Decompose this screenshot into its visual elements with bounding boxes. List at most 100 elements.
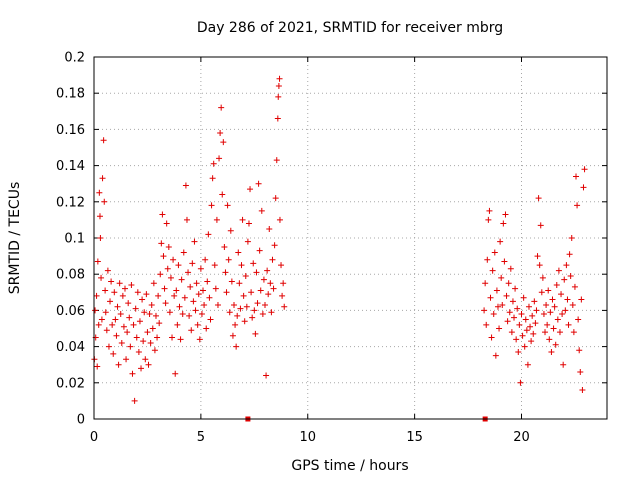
data-point — [221, 244, 228, 251]
data-point — [496, 325, 503, 332]
data-point — [231, 301, 238, 308]
data-point — [254, 300, 261, 307]
data-point — [234, 312, 241, 319]
data-point — [209, 175, 216, 182]
data-point — [244, 238, 251, 245]
y-tick-label: 0.04 — [56, 340, 85, 355]
data-point — [581, 166, 588, 173]
data-point — [163, 220, 170, 227]
data-point — [173, 287, 180, 294]
data-point — [117, 311, 124, 318]
data-point — [267, 280, 274, 287]
data-point — [236, 280, 243, 287]
data-point — [193, 280, 200, 287]
y-tick-label: 0.14 — [56, 159, 85, 174]
data-point — [94, 363, 101, 370]
data-point — [271, 242, 278, 249]
data-point — [484, 256, 491, 263]
data-point — [105, 343, 112, 350]
data-point — [263, 372, 270, 379]
plot-frame — [93, 56, 608, 420]
data-point — [101, 198, 108, 205]
data-point — [270, 285, 277, 292]
data-point — [489, 267, 496, 274]
data-point — [223, 289, 230, 296]
data-point — [159, 211, 166, 218]
data-point — [220, 139, 227, 146]
data-point — [181, 294, 188, 301]
data-point — [502, 211, 509, 218]
data-point — [113, 332, 120, 339]
data-point — [248, 289, 255, 296]
data-point — [504, 318, 511, 325]
data-point — [488, 334, 495, 341]
data-point — [178, 276, 185, 283]
data-point — [536, 262, 543, 269]
y-tick-label: 0.12 — [56, 195, 85, 210]
data-point — [176, 303, 183, 310]
data-point — [217, 130, 224, 137]
data-point — [558, 291, 565, 298]
data-point — [93, 292, 100, 299]
data-point — [268, 309, 275, 316]
data-point — [149, 325, 156, 332]
data-point — [524, 361, 531, 368]
data-point — [156, 320, 163, 327]
data-point — [130, 321, 137, 328]
x-axis-title: GPS time / hours — [291, 458, 408, 474]
data-point — [158, 240, 165, 247]
data-point — [537, 222, 544, 229]
data-point — [227, 227, 234, 234]
data-point — [521, 343, 528, 350]
data-point — [530, 330, 537, 337]
data-point — [216, 155, 223, 162]
data-point — [549, 296, 556, 303]
data-point — [579, 387, 586, 394]
data-point — [142, 356, 149, 363]
data-point — [251, 307, 258, 314]
data-point — [500, 220, 507, 227]
data-point — [482, 280, 489, 287]
data-point — [503, 292, 510, 299]
data-point — [111, 289, 118, 296]
data-point — [243, 303, 250, 310]
data-point — [131, 397, 138, 404]
data-point — [182, 182, 189, 189]
data-point — [118, 339, 125, 346]
data-point — [276, 75, 283, 82]
data-point — [492, 352, 499, 359]
data-point — [213, 216, 220, 223]
data-point — [169, 334, 176, 341]
data-point — [574, 202, 581, 209]
data-point — [133, 334, 140, 341]
data-point — [570, 329, 577, 336]
data-point — [577, 368, 584, 375]
data-point — [161, 285, 168, 292]
data-point — [522, 316, 529, 323]
data-point — [228, 278, 235, 285]
data-point — [141, 309, 148, 316]
data-point — [252, 330, 259, 337]
data-point — [219, 191, 226, 198]
data-point — [171, 292, 178, 299]
data-point — [226, 309, 233, 316]
data-point — [120, 323, 127, 330]
data-point — [94, 258, 101, 265]
data-point — [258, 207, 265, 214]
data-point — [210, 160, 217, 167]
data-point — [127, 343, 134, 350]
y-tick-label: 0.08 — [56, 268, 85, 283]
data-point — [273, 157, 280, 164]
data-point — [92, 307, 99, 314]
data-point — [104, 267, 111, 274]
data-point — [553, 282, 560, 289]
x-tick-label: 20 — [513, 430, 530, 445]
data-point — [512, 285, 519, 292]
data-point — [138, 365, 145, 372]
data-point — [128, 282, 135, 289]
data-point — [241, 318, 248, 325]
data-point — [110, 350, 117, 357]
data-point — [272, 195, 279, 202]
data-point — [565, 321, 572, 328]
data-point — [499, 301, 506, 308]
